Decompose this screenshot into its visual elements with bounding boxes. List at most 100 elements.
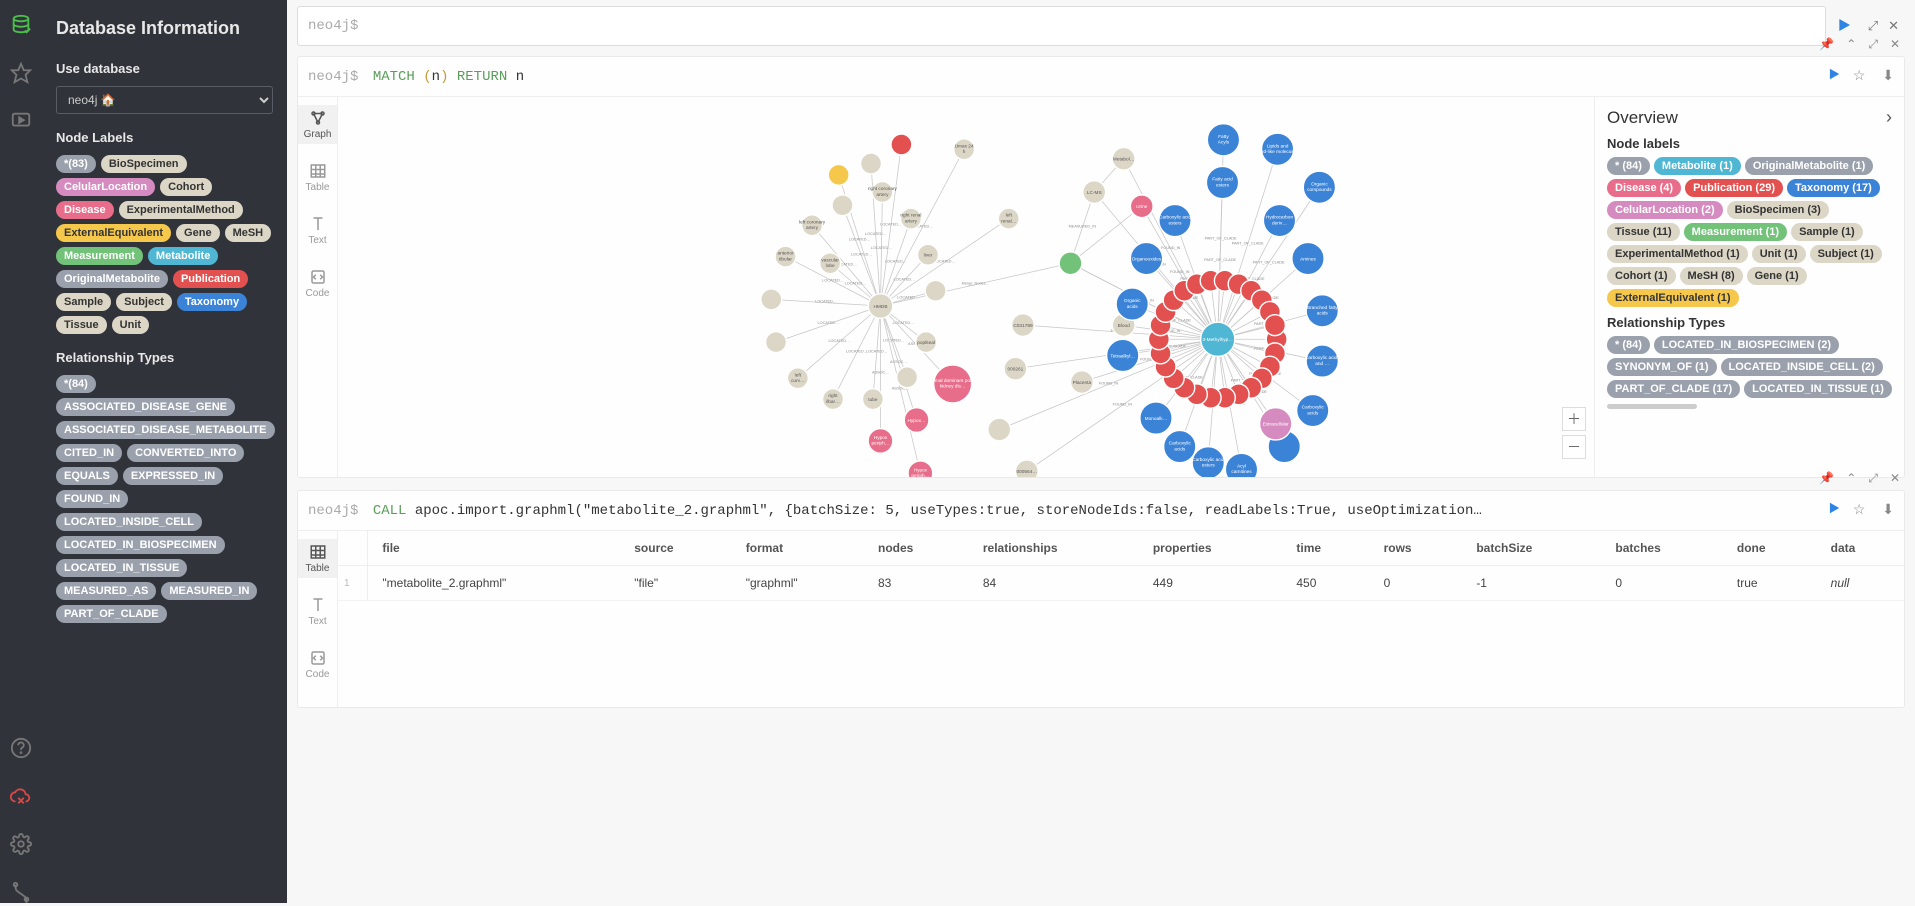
label-tag[interactable]: Sample — [56, 293, 111, 311]
cloud-error-icon[interactable] — [10, 785, 32, 807]
run-button[interactable] — [1832, 13, 1856, 40]
svg-text:LOCATED…: LOCATED… — [894, 277, 916, 281]
label-tag[interactable]: Tissue — [56, 316, 107, 334]
label-tag[interactable]: ExternalEquivalent (1) — [1607, 289, 1739, 307]
label-tag[interactable]: ASSOCIATED_DISEASE_GENE — [56, 398, 235, 416]
zoom-out-button[interactable]: － — [1562, 435, 1586, 459]
svg-text:FOUND_IN: FOUND_IN — [1170, 270, 1190, 274]
label-tag[interactable]: ExperimentalMethod — [119, 201, 243, 219]
expand-icon[interactable]: ⤢ — [1868, 37, 1878, 52]
label-tag[interactable]: Measurement — [56, 247, 143, 265]
label-tag[interactable]: Cohort — [160, 178, 212, 196]
tab-code[interactable]: Code — [298, 264, 337, 303]
label-tag[interactable]: Gene — [176, 224, 220, 242]
label-tag[interactable]: LOCATED_IN_TISSUE — [56, 559, 187, 577]
label-tag[interactable]: Subject (1) — [1810, 245, 1882, 263]
label-tag[interactable]: EQUALS — [56, 467, 118, 485]
collapse-icon[interactable]: ⌃ — [1846, 471, 1856, 486]
label-tag[interactable]: CelularLocation — [56, 178, 155, 196]
pin-icon[interactable]: 📌 — [1819, 37, 1834, 52]
label-tag[interactable]: Tissue (11) — [1607, 223, 1680, 241]
label-tag[interactable]: OriginalMetabolite — [56, 270, 168, 288]
run-button[interactable] — [1823, 497, 1845, 524]
label-tag[interactable]: LOCATED_IN_TISSUE (1) — [1744, 380, 1892, 398]
label-tag[interactable]: LOCATED_INSIDE_CELL (2) — [1721, 358, 1883, 376]
expand-icon[interactable]: ⤢ — [1868, 18, 1878, 34]
close-icon[interactable]: ✕ — [1890, 471, 1900, 486]
label-tag[interactable]: CITED_IN — [56, 444, 122, 462]
label-tag[interactable]: Unit — [112, 316, 149, 334]
label-tag[interactable]: Unit (1) — [1752, 245, 1806, 263]
label-tag[interactable]: Cohort (1) — [1607, 267, 1676, 285]
query-input[interactable]: neo4j$ — [297, 6, 1826, 46]
label-tag[interactable]: OriginalMetabolite (1) — [1745, 157, 1873, 175]
label-tag[interactable]: Taxonomy (17) — [1787, 179, 1880, 197]
label-tag[interactable]: PART_OF_CLADE — [56, 605, 167, 623]
label-tag[interactable]: MeSH (8) — [1680, 267, 1743, 285]
label-tag[interactable]: *(84) — [56, 375, 96, 393]
graph-canvas[interactable]: LOCATED…LOCATED…LOCATED…LOCATED…LOCATED…… — [338, 97, 1594, 477]
svg-text:LOCATED…: LOCATED… — [897, 295, 919, 299]
pin-icon[interactable]: 📌 — [1819, 471, 1834, 486]
star-icon[interactable]: ☆ — [1853, 502, 1866, 519]
label-tag[interactable]: LOCATED_IN_BIOSPECIMEN (2) — [1654, 336, 1839, 354]
run-button[interactable] — [1823, 63, 1845, 90]
label-tag[interactable]: CONVERTED_INTO — [127, 444, 244, 462]
label-tag[interactable]: LOCATED_IN_BIOSPECIMEN — [56, 536, 225, 554]
label-tag[interactable]: BioSpecimen (3) — [1727, 201, 1829, 219]
label-tag[interactable]: Metabolite — [148, 247, 218, 265]
close-icon[interactable]: ✕ — [1888, 18, 1899, 34]
label-tag[interactable]: Publication — [173, 270, 248, 288]
label-tag[interactable]: BioSpecimen — [101, 155, 187, 173]
label-tag[interactable]: ExperimentalMethod (1) — [1607, 245, 1748, 263]
tab-text[interactable]: Text — [298, 592, 337, 631]
label-tag[interactable]: *(83) — [56, 155, 96, 173]
label-tag[interactable]: * (84) — [1607, 336, 1650, 354]
about-icon[interactable] — [10, 881, 32, 903]
label-tag[interactable]: PART_OF_CLADE (17) — [1607, 380, 1740, 398]
label-tag[interactable]: Subject — [116, 293, 172, 311]
table-cell: -1 — [1462, 566, 1601, 601]
download-icon[interactable]: ⬇ — [1882, 68, 1894, 85]
label-tag[interactable]: Publication (29) — [1685, 179, 1783, 197]
table-cell: "file" — [620, 566, 732, 601]
label-tag[interactable]: EXPRESSED_IN — [123, 467, 223, 485]
star-icon[interactable] — [10, 62, 32, 84]
label-tag[interactable]: ASSOCIATED_DISEASE_METABOLITE — [56, 421, 275, 439]
label-tag[interactable]: Sample (1) — [1791, 223, 1863, 241]
star-icon[interactable]: ☆ — [1853, 68, 1866, 85]
download-icon[interactable]: ⬇ — [1882, 502, 1894, 519]
db-select[interactable]: neo4j 🏠 — [56, 86, 273, 114]
tab-code[interactable]: Code — [298, 645, 337, 684]
label-tag[interactable]: CelularLocation (2) — [1607, 201, 1723, 219]
tab-text[interactable]: Text — [298, 211, 337, 250]
gear-icon[interactable] — [10, 833, 32, 855]
expand-icon[interactable]: ⤢ — [1868, 471, 1878, 486]
label-tag[interactable]: MEASURED_AS — [56, 582, 156, 600]
label-tag[interactable]: Measurement (1) — [1684, 223, 1787, 241]
label-tag[interactable]: * (84) — [1607, 157, 1650, 175]
label-tag[interactable]: Gene (1) — [1747, 267, 1807, 285]
label-tag[interactable]: Disease (4) — [1607, 179, 1681, 197]
play-monitor-icon[interactable] — [10, 110, 32, 132]
label-tag[interactable]: Disease — [56, 201, 114, 219]
help-icon[interactable] — [10, 737, 32, 759]
close-icon[interactable]: ✕ — [1890, 37, 1900, 52]
label-tag[interactable]: ExternalEquivalent — [56, 224, 171, 242]
chevron-right-icon[interactable]: › — [1886, 107, 1892, 128]
database-icon[interactable] — [10, 14, 32, 36]
collapse-icon[interactable]: ⌃ — [1846, 37, 1856, 52]
label-tag[interactable]: FOUND_IN — [56, 490, 128, 508]
tab-graph[interactable]: Graph — [298, 105, 337, 144]
tab-table[interactable]: Table — [298, 158, 337, 197]
label-tag[interactable]: MEASURED_IN — [161, 582, 257, 600]
svg-text:Tetraalkyl…: Tetraalkyl… — [1110, 353, 1135, 359]
zoom-in-button[interactable]: ＋ — [1562, 407, 1586, 431]
label-tag[interactable]: Taxonomy — [177, 293, 247, 311]
label-tag[interactable]: LOCATED_INSIDE_CELL — [56, 513, 202, 531]
tab-table[interactable]: Table — [298, 539, 337, 578]
view-tabs: Graph Table Text Code — [298, 97, 338, 477]
label-tag[interactable]: Metabolite (1) — [1654, 157, 1741, 175]
label-tag[interactable]: MeSH — [225, 224, 272, 242]
label-tag[interactable]: SYNONYM_OF (1) — [1607, 358, 1717, 376]
